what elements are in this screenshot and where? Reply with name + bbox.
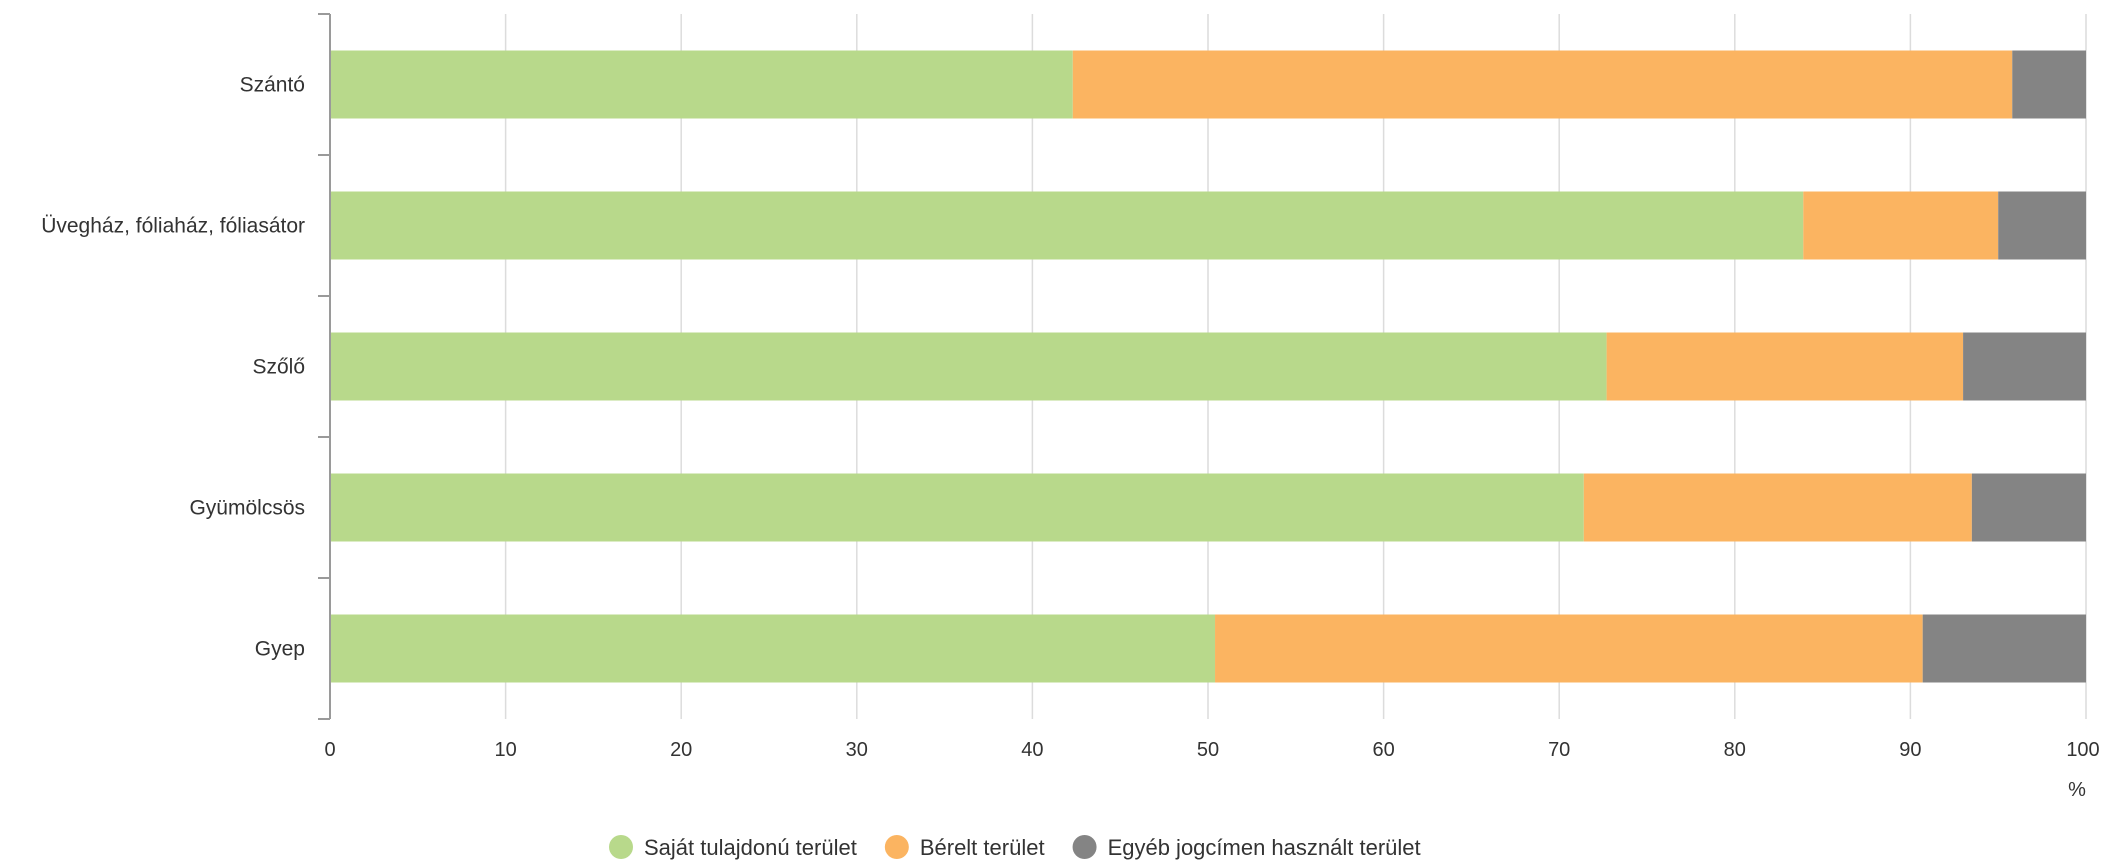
bar-3-series-3: [1963, 332, 2086, 401]
category-label-3: Szőlő: [252, 356, 305, 379]
bar-5-series-3: [1922, 614, 2086, 683]
x-tick-label-40: 40: [1021, 739, 1043, 761]
bar-2-series-1: [330, 191, 1804, 260]
category-label-1: Szántó: [240, 74, 305, 97]
legend-marker-2: [884, 835, 909, 859]
x-tick-label-90: 90: [1899, 739, 1921, 761]
category-label-2: Üvegház, fóliaház, fóliasátor: [41, 215, 305, 238]
x-tick-label-10: 10: [494, 739, 516, 761]
bars: [330, 50, 2086, 683]
x-tick-label-70: 70: [1548, 739, 1570, 761]
bar-2-series-3: [1998, 191, 2086, 260]
bar-2-series-2: [1803, 191, 1999, 260]
bar-4-series-3: [1971, 473, 2086, 542]
bar-5-series-1: [330, 614, 1216, 683]
legend-label-3: Egyéb jogcímen használt terület: [1108, 835, 1421, 860]
category-label-5: Gyep: [255, 638, 305, 661]
legend-label-1: Saját tulajdonú terület: [644, 835, 857, 860]
legend-marker-1: [609, 835, 633, 859]
x-tick-label-80: 80: [1724, 739, 1746, 761]
legend-label-2: Bérelt terület: [920, 835, 1045, 860]
bar-1-series-1: [330, 50, 1073, 119]
bar-4-series-2: [1583, 473, 1972, 542]
category-labels: Szántó Üvegház, fóliaház, fóliasátor Szőlő…: [41, 74, 305, 661]
x-tick-label-0: 0: [324, 739, 335, 761]
x-tick-label-60: 60: [1372, 739, 1394, 761]
bar-3-series-1: [330, 332, 1607, 401]
bar-4-series-1: [330, 473, 1584, 542]
bar-1-series-3: [2012, 50, 2086, 119]
bar-3-series-2: [1606, 332, 1964, 401]
bar-5-series-2: [1215, 614, 1923, 683]
legend-marker-3: [1072, 835, 1097, 859]
x-tick-label-30: 30: [846, 739, 868, 761]
axes: [318, 13, 331, 720]
category-label-4: Gyümölcsös: [189, 497, 305, 520]
legend: Saját tulajdonú terület Bérelt terület Egy…: [609, 835, 1421, 860]
x-tick-label-50: 50: [1197, 739, 1219, 761]
x-tick-label-100: 100: [2066, 739, 2099, 761]
tick-labels: 0 10 20 30 40 50 60 70 80 90 100: [324, 739, 2099, 761]
bar-1-series-2: [1072, 50, 2013, 119]
x-axis-unit-label: %: [2068, 779, 2086, 801]
x-tick-label-20: 20: [670, 739, 692, 761]
